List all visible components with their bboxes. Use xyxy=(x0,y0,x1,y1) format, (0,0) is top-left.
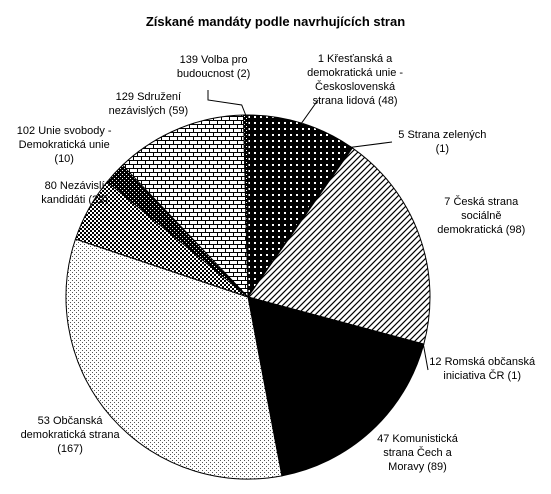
leader-line xyxy=(301,99,319,124)
slice-label: 80 Nezávislí kandidáti (29) xyxy=(41,180,108,206)
slice-label: 7 Česká strana sociálně demokratická (98) xyxy=(437,195,525,236)
slice-label: 53 Občanská demokratická strana (167) xyxy=(21,415,121,455)
leader-line xyxy=(207,90,247,116)
leader-line xyxy=(351,141,393,148)
slice-label: 12 Romská občanská iniciativa ČR (1) xyxy=(429,356,536,382)
pie-slice xyxy=(247,296,424,477)
slice-label: 129 Sdružení nezávislých (59) xyxy=(109,91,188,117)
slice-label: 1 Křesťanská a demokratická unie -Českosl… xyxy=(307,53,403,107)
slice-label: 47 Komunistická strana Čech a Moravy (89) xyxy=(377,433,459,473)
pie-slice xyxy=(247,147,431,345)
pie-slice xyxy=(65,238,283,480)
slice-label: 5 Strana zelených (1) xyxy=(398,129,486,155)
pie-slice xyxy=(121,114,249,299)
pie-slice xyxy=(242,114,249,298)
slice-label: 139 Volba pro budoucnost (2) xyxy=(177,54,250,80)
chart-title: Získané mandáty podle navrhujících stran xyxy=(145,14,406,29)
slice-label: 102 Unie svobody -Demokratická unie (10) xyxy=(17,125,112,165)
leader-line xyxy=(423,345,429,371)
